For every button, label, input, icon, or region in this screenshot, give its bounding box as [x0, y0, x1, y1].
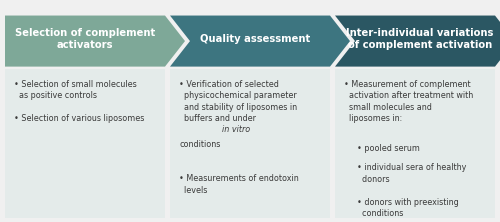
- Text: • Selection of various liposomes: • Selection of various liposomes: [14, 114, 144, 123]
- Text: Inter-individual variations
of complement activation: Inter-individual variations of complemen…: [346, 28, 494, 50]
- Text: Quality assessment: Quality assessment: [200, 34, 310, 44]
- Text: • Selection of small molecules
  as positive controls: • Selection of small molecules as positi…: [14, 80, 137, 100]
- Bar: [5, 69, 165, 218]
- Text: • individual sera of healthy
  donors: • individual sera of healthy donors: [356, 163, 466, 184]
- Text: in vitro: in vitro: [222, 125, 250, 134]
- Bar: [335, 69, 495, 218]
- Text: • donors with preexisting
  conditions: • donors with preexisting conditions: [356, 198, 458, 218]
- Text: • Measurement of complement
  activation after treatment with
  small molecules : • Measurement of complement activation a…: [344, 80, 473, 123]
- Bar: [170, 69, 330, 218]
- Polygon shape: [170, 16, 350, 67]
- Bar: [335, 69, 495, 218]
- Bar: [170, 69, 330, 218]
- Polygon shape: [5, 16, 185, 67]
- Text: • pooled serum: • pooled serum: [356, 144, 420, 153]
- Text: • Verification of selected
  physicochemical parameter
  and stability of liposo: • Verification of selected physicochemic…: [179, 80, 297, 123]
- Polygon shape: [335, 16, 500, 67]
- Text: conditions: conditions: [179, 140, 220, 149]
- Bar: [5, 69, 165, 218]
- Text: Selection of complement
activators: Selection of complement activators: [15, 28, 155, 50]
- Text: • Measurements of endotoxin
  levels: • Measurements of endotoxin levels: [179, 174, 299, 195]
